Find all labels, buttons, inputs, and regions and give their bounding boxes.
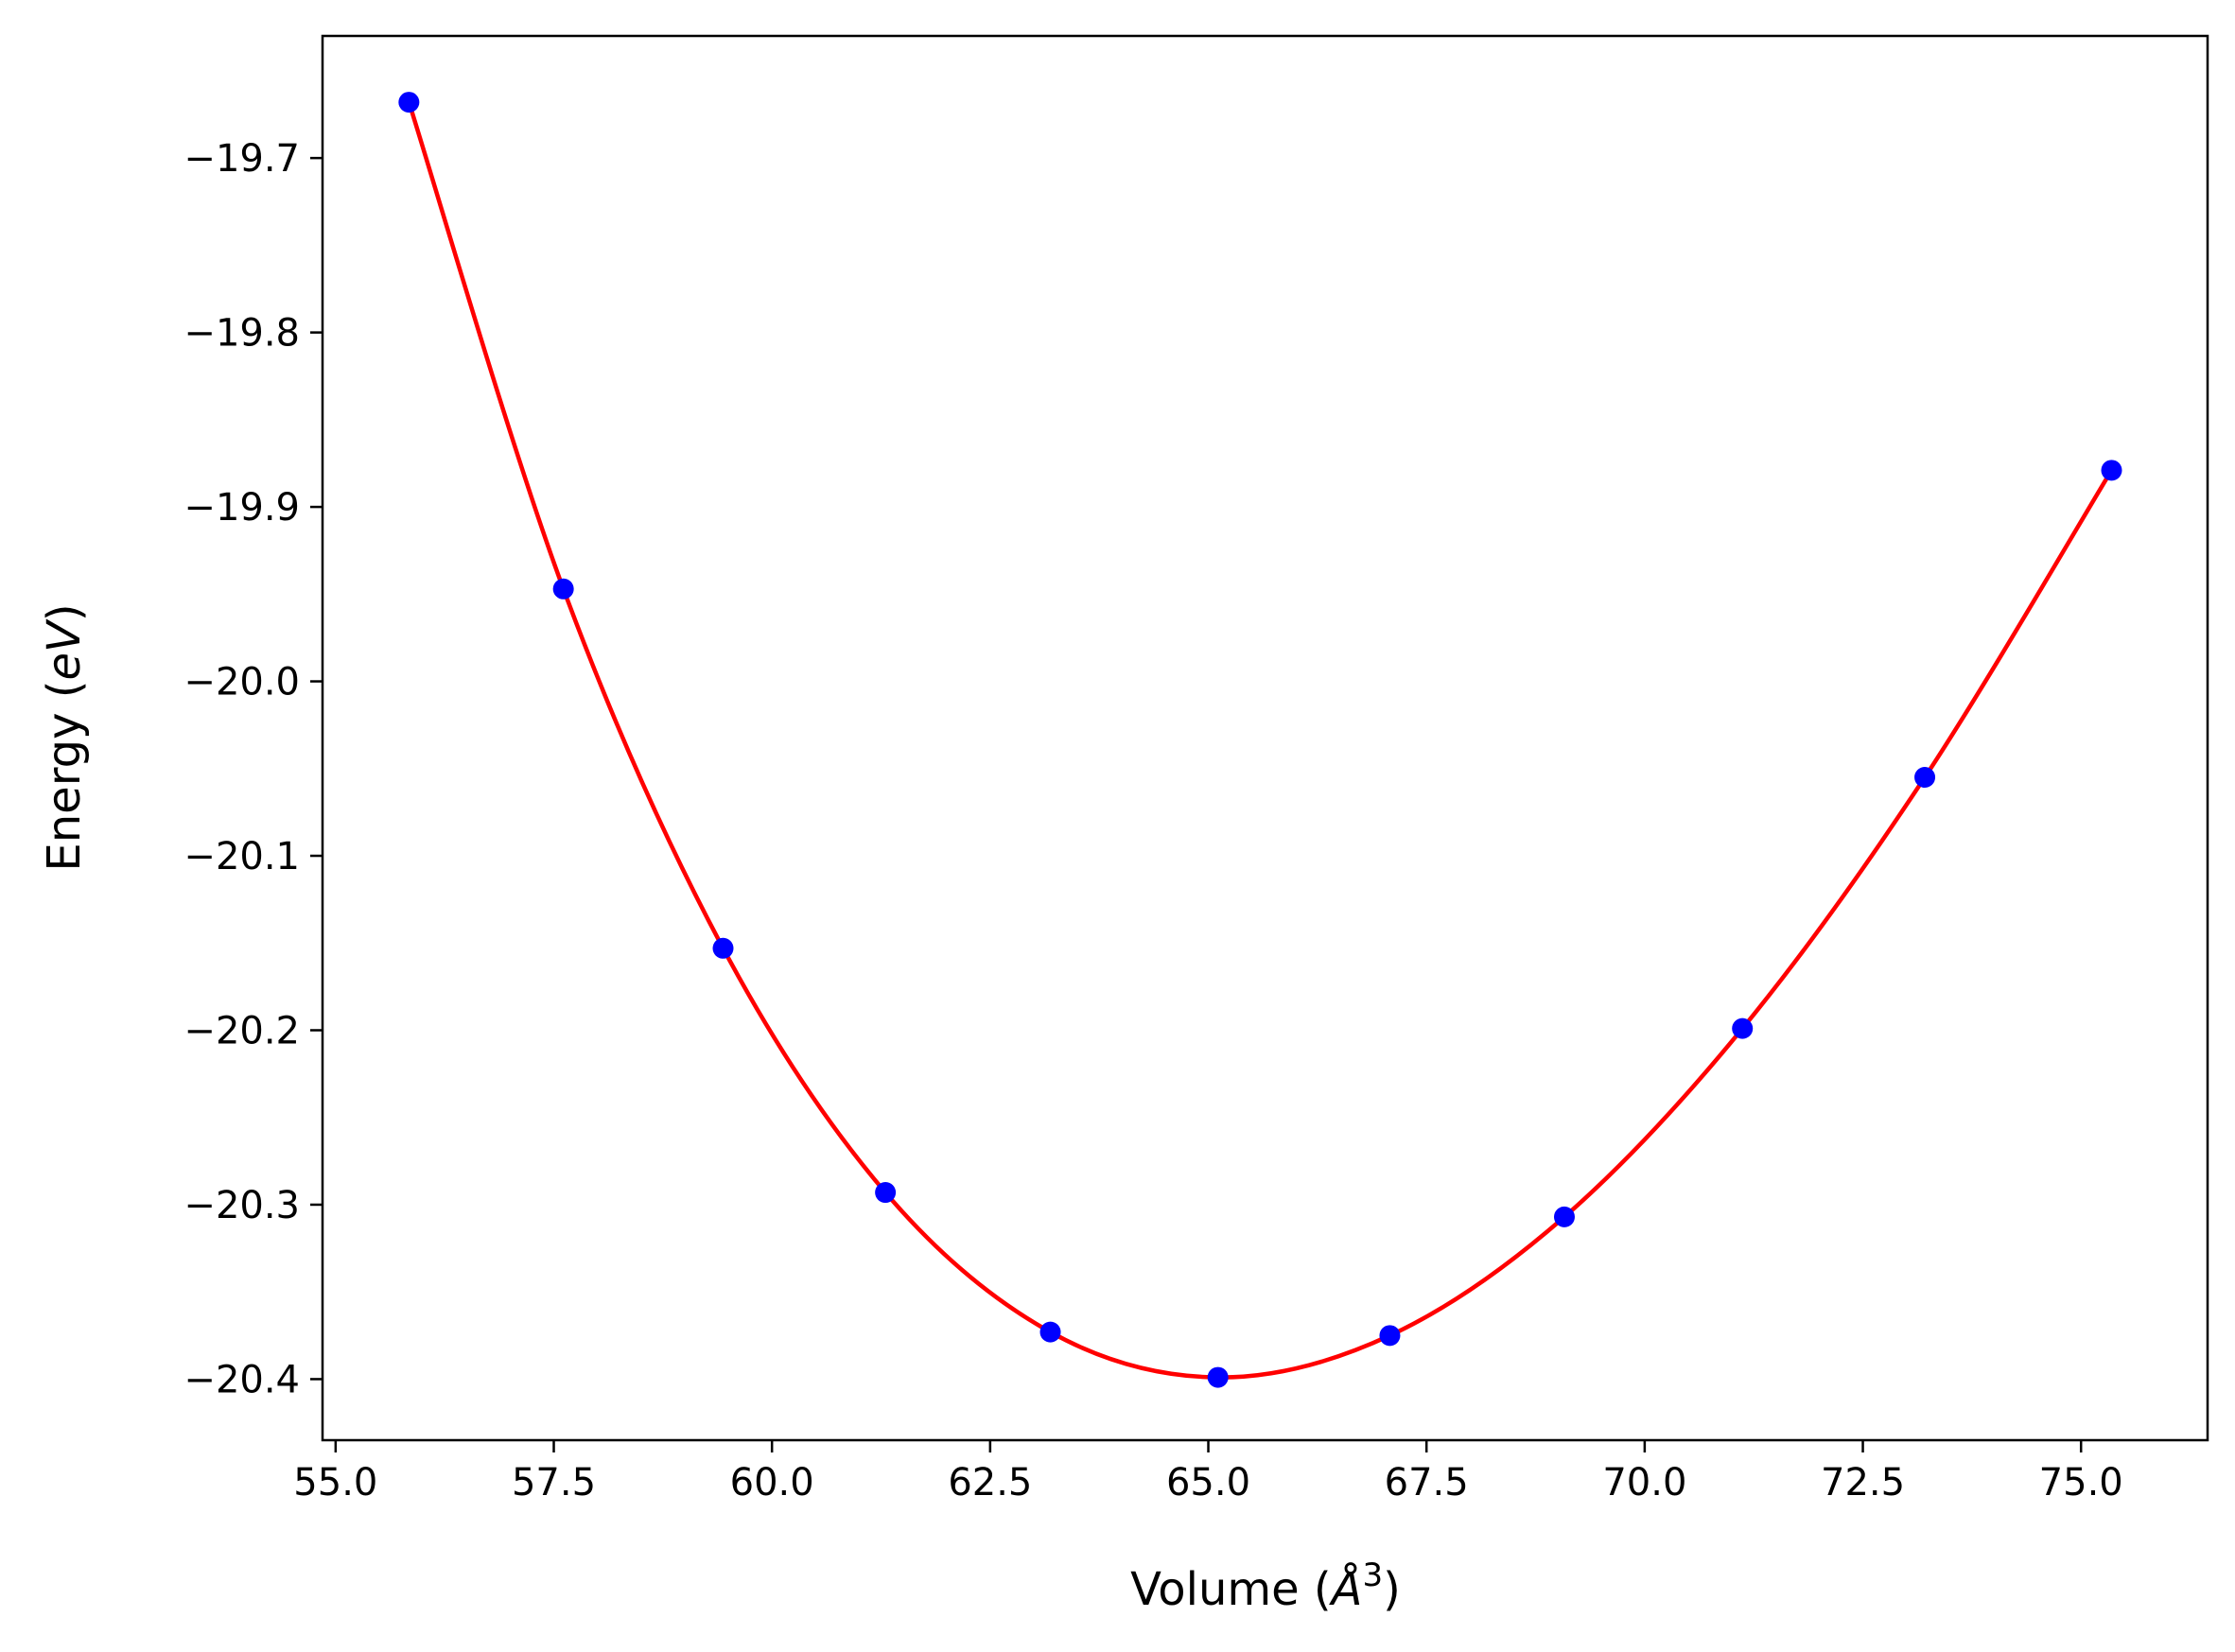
data-point [1732,1017,1754,1039]
y-tick-label: −20.0 [183,661,300,704]
data-points [398,92,2122,1388]
x-tick-label: 70.0 [1602,1461,1686,1504]
x-tick-label: 65.0 [1166,1461,1250,1504]
data-point [552,578,574,600]
x-tick-label: 67.5 [1385,1461,1469,1504]
x-tick-label: 55.0 [293,1461,377,1504]
plot-area [323,36,2208,1440]
y-axis-ticks: −19.7 −19.8 −19.9 −20.0 −20.1 −20.2 −20.3 −20.4 [183,137,323,1401]
y-tick-label: −20.2 [183,1009,300,1052]
y-tick-label: −20.1 [183,835,300,878]
y-tick-label: −20.3 [183,1184,300,1227]
data-point [875,1182,897,1204]
y-tick-label: −19.8 [183,312,300,356]
data-point [1914,767,1936,789]
y-tick-label: −19.9 [183,486,300,530]
x-tick-label: 60.0 [730,1461,814,1504]
x-tick-label: 75.0 [2039,1461,2123,1504]
data-point [1207,1366,1229,1388]
fit-curve [407,101,2114,1380]
data-point [1379,1325,1401,1347]
y-tick-label: −20.4 [183,1358,300,1401]
plot-frame [321,34,2209,1442]
x-tick-label: 57.5 [512,1461,596,1504]
data-point [1553,1206,1575,1227]
data-point [1039,1321,1061,1343]
x-axis-label: Volume (Å3) [1130,1556,1401,1616]
data-point [2101,460,2122,481]
x-axis-ticks: 55.0 57.5 60.0 62.5 65.0 67.5 70.0 72.5 75.0 [293,1440,2123,1504]
x-tick-label: 62.5 [948,1461,1032,1504]
x-tick-label: 72.5 [1821,1461,1905,1504]
y-tick-label: −19.7 [183,137,300,181]
data-point [398,92,420,113]
data-point [712,937,734,959]
y-axis-label: Energy (eV) [38,603,91,871]
